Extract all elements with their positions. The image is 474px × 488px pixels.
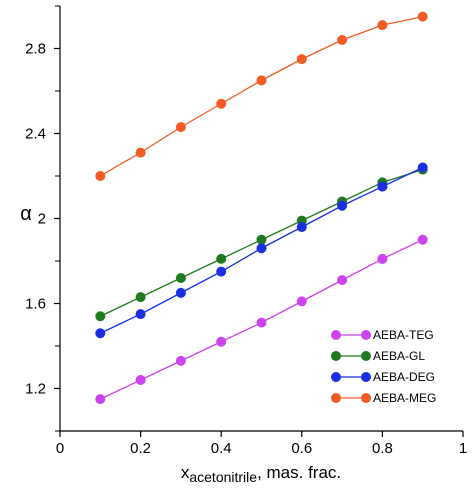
data-point <box>417 162 428 173</box>
axes: 0 0.2 0.4 0.6 0.8 1 1.2 1.6 2 2.4 2.8 <box>25 5 467 457</box>
legend-marker <box>361 330 371 340</box>
legend-label: AEBA-TEG <box>373 328 434 342</box>
y-axis-title: α <box>20 203 32 225</box>
data-point <box>296 222 307 232</box>
x-axis-title-prefix: x <box>181 463 190 482</box>
y-tick-label: 2.4 <box>25 126 46 143</box>
data-point <box>135 375 146 385</box>
x-tick-label: 0.8 <box>372 440 393 457</box>
series-layer <box>95 11 428 405</box>
data-point <box>256 243 267 254</box>
legend-item: AEBA-MEG <box>331 391 436 405</box>
x-tick-label: 0.4 <box>211 440 232 457</box>
legend-label: AEBA-GL <box>373 349 425 363</box>
series-aeba-teg <box>95 234 428 405</box>
legend-item: AEBA-TEG <box>331 328 434 342</box>
legend-marker <box>361 372 371 382</box>
data-point <box>337 35 348 45</box>
series-aeba-meg <box>95 11 428 181</box>
data-point <box>296 54 307 65</box>
x-tick-label: 0.6 <box>291 440 312 457</box>
y-tick-label: 2 <box>38 211 46 228</box>
data-point <box>95 311 106 322</box>
data-point <box>256 75 267 86</box>
legend: AEBA-TEG AEBA-GL AEBA-DEG AEBA-MEG <box>331 328 436 405</box>
data-point <box>377 20 388 31</box>
legend-marker <box>331 330 341 340</box>
data-point <box>296 296 307 307</box>
y-tick-label: 2.8 <box>25 41 46 58</box>
data-point <box>175 273 186 283</box>
data-point <box>337 275 348 286</box>
legend-item: AEBA-DEG <box>331 370 435 384</box>
y-tick-label: 1.6 <box>25 296 46 313</box>
data-point <box>95 328 106 339</box>
data-point <box>256 317 267 328</box>
legend-marker <box>361 351 371 361</box>
x-tick-label: 0 <box>56 440 64 457</box>
data-point <box>95 394 106 405</box>
data-point <box>256 234 267 245</box>
data-point <box>216 253 227 264</box>
data-point <box>377 253 388 264</box>
x-tick-label: 0.2 <box>130 440 151 457</box>
x-tick-label: 1 <box>459 440 467 457</box>
data-point <box>417 11 428 22</box>
legend-marker <box>361 393 371 403</box>
data-point <box>216 266 227 277</box>
legend-marker <box>331 372 341 382</box>
data-point <box>135 292 146 303</box>
data-point <box>175 355 186 366</box>
legend-item: AEBA-GL <box>331 349 425 363</box>
x-axis-title-subscript: acetonitrile <box>189 469 257 485</box>
data-point <box>216 98 227 109</box>
data-point <box>216 336 227 347</box>
data-point <box>95 171 106 181</box>
series-aeba-deg <box>95 162 428 339</box>
legend-label: AEBA-DEG <box>373 370 435 384</box>
legend-label: AEBA-MEG <box>373 391 436 405</box>
series-line <box>99 15 423 177</box>
data-point <box>175 287 186 298</box>
legend-marker <box>331 351 341 361</box>
y-tick-label: 1.2 <box>25 381 46 398</box>
x-axis-title: xacetonitrile, mas. frac. <box>181 463 341 485</box>
data-point <box>377 181 388 192</box>
data-point <box>175 122 186 133</box>
legend-marker <box>331 393 341 403</box>
data-point <box>337 200 348 211</box>
data-point <box>417 234 428 245</box>
data-point <box>135 309 146 320</box>
data-point <box>135 147 146 158</box>
x-axis-title-rest: , mas. frac. <box>257 463 341 482</box>
